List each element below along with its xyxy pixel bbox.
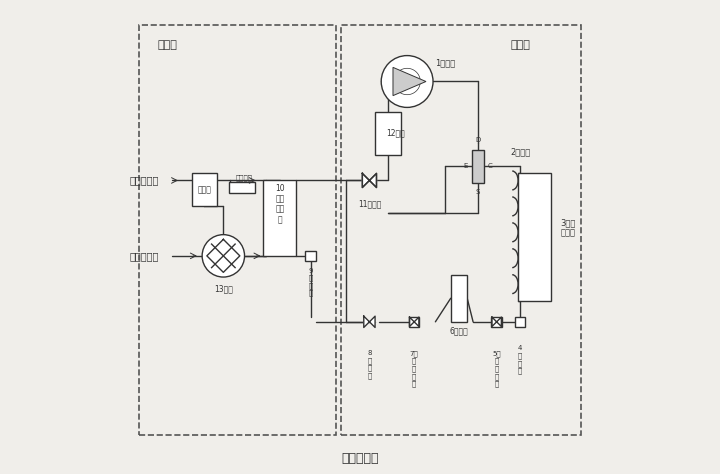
Text: 室内机: 室内机 xyxy=(158,40,177,51)
Circle shape xyxy=(381,55,433,108)
Text: 2四通阀: 2四通阀 xyxy=(510,148,531,157)
Text: 膨胀罐: 膨胀罐 xyxy=(197,185,212,194)
Text: 11截止阀: 11截止阀 xyxy=(358,200,381,209)
Text: 空调回水口: 空调回水口 xyxy=(129,251,158,261)
Text: 8
截
止
阀: 8 截 止 阀 xyxy=(367,350,372,379)
Bar xyxy=(472,150,484,183)
Text: 13水泵: 13水泵 xyxy=(214,284,233,293)
Text: 室外机: 室外机 xyxy=(510,40,531,51)
Bar xyxy=(192,173,217,206)
Bar xyxy=(375,112,401,155)
Text: 3翅片
换热器: 3翅片 换热器 xyxy=(560,218,576,237)
Text: 4
过
滤
器: 4 过 滤 器 xyxy=(518,346,523,374)
Bar xyxy=(264,181,297,256)
Text: 压差开关: 压差开关 xyxy=(236,175,253,182)
Text: D: D xyxy=(475,137,480,144)
Bar xyxy=(229,182,255,193)
Bar xyxy=(515,317,526,327)
Bar xyxy=(492,317,502,327)
Polygon shape xyxy=(362,173,377,188)
Bar xyxy=(305,251,315,261)
Bar xyxy=(409,317,419,327)
Text: S: S xyxy=(476,189,480,195)
Bar xyxy=(518,173,551,301)
Text: 10
水侧
换热
器: 10 水侧 换热 器 xyxy=(275,184,284,224)
Polygon shape xyxy=(393,67,426,96)
Text: 1压缩机: 1压缩机 xyxy=(436,58,456,67)
Bar xyxy=(138,25,336,435)
Text: C: C xyxy=(487,164,492,169)
Text: 5电
子
膨
胀
阀: 5电 子 膨 胀 阀 xyxy=(492,350,501,387)
Text: 12气分: 12气分 xyxy=(386,129,405,138)
Text: 9
过
滤
器: 9 过 滤 器 xyxy=(308,268,312,296)
Text: 6储液器: 6储液器 xyxy=(449,327,468,336)
Text: 空调供水口: 空调供水口 xyxy=(129,175,158,185)
Text: 7电
子
膨
胀
阀: 7电 子 膨 胀 阀 xyxy=(410,350,418,387)
Text: 制热流程图: 制热流程图 xyxy=(341,452,379,465)
Bar xyxy=(451,275,467,322)
Polygon shape xyxy=(364,316,375,328)
Circle shape xyxy=(202,235,245,277)
Bar xyxy=(341,25,582,435)
Text: E: E xyxy=(464,164,468,169)
